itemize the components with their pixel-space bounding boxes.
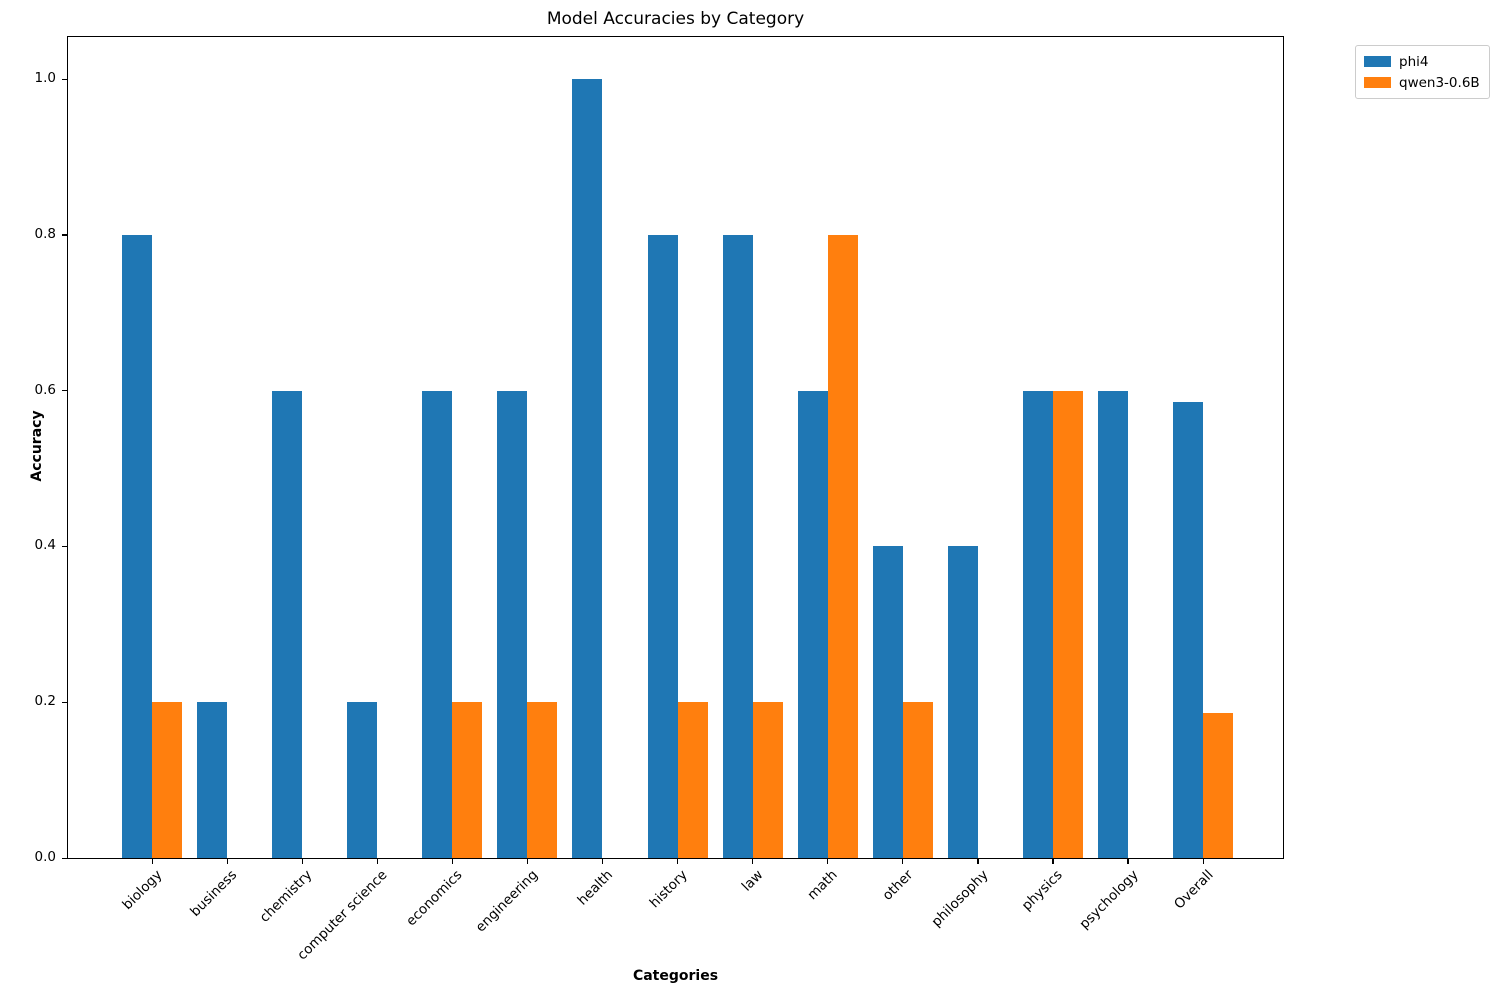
x-tick-label-psychology: psychology (1075, 867, 1142, 933)
bar-phi4-philosophy (947, 546, 978, 858)
x-tick-psychology (1127, 859, 1129, 864)
y-axis-label: Accuracy (29, 410, 45, 482)
bar-qwen3-0.6b-overall (1203, 713, 1233, 858)
legend-item-phi4: phi4 (1364, 51, 1480, 72)
bar-phi4-psychology (1097, 391, 1128, 858)
bar-qwen3-0.6b-history (677, 702, 708, 858)
bar-phi4-chemistry (272, 391, 303, 858)
x-tick-label-overall: Overall (1170, 867, 1217, 913)
x-tick-biology (151, 859, 153, 864)
y-tick-1.0 (62, 78, 67, 80)
x-tick-law (752, 859, 754, 864)
y-tick-label-0.6: 0.6 (34, 381, 56, 398)
x-tick-label-biology: biology (119, 867, 166, 914)
legend-item-qwen3-0.6b: qwen3-0.6B (1364, 72, 1480, 93)
y-tick-label-0.2: 0.2 (34, 693, 56, 710)
bar-qwen3-0.6b-other (902, 702, 933, 858)
x-tick-economics (451, 859, 454, 864)
x-tick-label-math: math (804, 867, 841, 904)
bar-phi4-physics (1022, 391, 1053, 858)
bar-phi4-engineering (497, 391, 528, 858)
x-tick-health (601, 859, 604, 864)
x-tick-chemistry (301, 859, 303, 864)
x-tick-label-health: health (574, 867, 616, 909)
bar-phi4-biology (122, 235, 152, 858)
x-tick-engineering (526, 859, 529, 864)
x-tick-label-law: law (738, 867, 766, 895)
x-tick-other (902, 859, 904, 864)
y-tick-0.4 (62, 545, 67, 548)
bar-phi4-history (647, 235, 678, 858)
x-tick-label-philosophy: philosophy (927, 867, 992, 931)
x-tick-business (226, 859, 228, 864)
x-tick-overall (1202, 859, 1204, 864)
y-tick-label-1.0: 1.0 (34, 70, 56, 86)
x-tick-label-chemistry: chemistry (256, 867, 316, 926)
bar-phi4-computer-science (347, 702, 378, 858)
bar-phi4-law (722, 235, 753, 858)
bar-phi4-business (197, 702, 228, 858)
legend-label-phi4: phi4 (1399, 53, 1429, 70)
y-tick-0.2 (62, 701, 67, 703)
x-tick-label-other: other (879, 867, 917, 904)
x-tick-computer-science (376, 859, 378, 864)
chart-title: Model Accuracies by Category (546, 9, 805, 29)
x-tick-physics (1052, 859, 1054, 864)
x-tick-label-economics: economics (403, 867, 466, 930)
bar-qwen3-0.6b-law (752, 702, 783, 858)
bar-phi4-math (797, 391, 828, 858)
x-tick-label-physics: physics (1019, 867, 1067, 914)
y-tick-0.0 (62, 857, 67, 859)
x-tick-label-engineering: engineering (472, 867, 541, 936)
bar-phi4-economics (422, 391, 453, 858)
bar-phi4-health (572, 79, 603, 858)
y-tick-0.6 (62, 390, 67, 392)
x-tick-history (677, 859, 679, 864)
bar-qwen3-0.6b-physics (1052, 391, 1083, 858)
legend-swatch-qwen3-0.6b (1364, 77, 1391, 88)
legend: phi4 qwen3-0.6B (1355, 45, 1490, 99)
y-tick-label-0.4: 0.4 (34, 537, 56, 554)
bar-qwen3-0.6b-biology (152, 702, 182, 858)
x-tick-philosophy (977, 859, 979, 864)
x-axis-label: Categories (632, 968, 719, 984)
y-tick-0.8 (62, 234, 67, 236)
bar-qwen3-0.6b-economics (452, 702, 483, 858)
legend-swatch-phi4 (1364, 56, 1391, 67)
bar-phi4-overall (1173, 402, 1203, 858)
bar-qwen3-0.6b-math (827, 235, 858, 858)
y-tick-label-0.8: 0.8 (34, 225, 56, 242)
x-tick-math (827, 859, 829, 864)
y-tick-label-0.0: 0.0 (34, 849, 56, 865)
legend-label-qwen3-0.6b: qwen3-0.6B (1399, 74, 1480, 91)
x-tick-label-history: history (646, 867, 691, 912)
x-tick-label-business: business (187, 867, 241, 920)
bar-phi4-other (872, 546, 903, 858)
bar-qwen3-0.6b-engineering (527, 702, 558, 858)
